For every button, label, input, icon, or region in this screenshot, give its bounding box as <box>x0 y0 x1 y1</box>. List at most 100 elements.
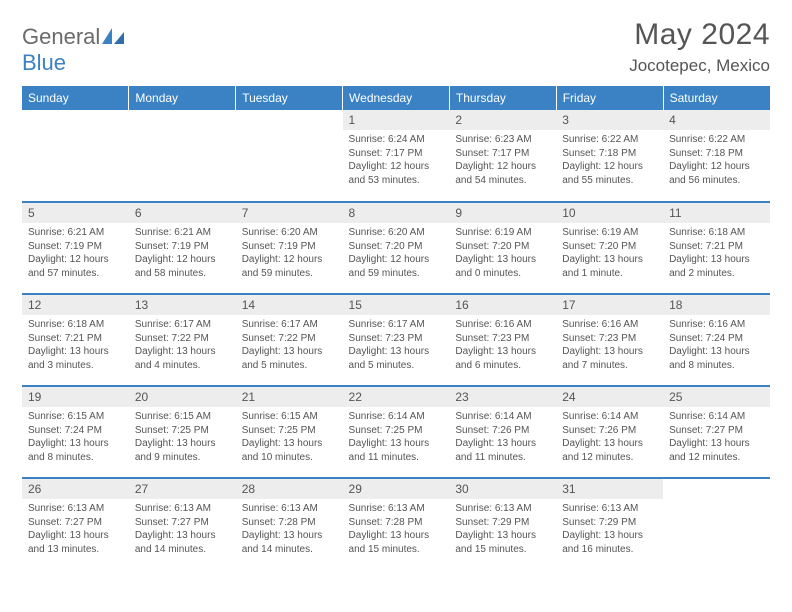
sunset-line: Sunset: 7:22 PM <box>135 333 209 344</box>
sunrise-line: Sunrise: 6:14 AM <box>455 411 531 422</box>
calendar-cell: 29Sunrise: 6:13 AMSunset: 7:28 PMDayligh… <box>343 478 450 570</box>
day-content: Sunrise: 6:14 AMSunset: 7:26 PMDaylight:… <box>449 407 556 466</box>
daylight-line: Daylight: 13 hours and 15 minutes. <box>455 530 536 555</box>
day-number: 24 <box>556 387 663 407</box>
daylight-line: Daylight: 13 hours and 6 minutes. <box>455 346 536 371</box>
daylight-line: Daylight: 13 hours and 9 minutes. <box>135 438 216 463</box>
day-number: 3 <box>556 110 663 130</box>
day-content: Sunrise: 6:13 AM Sunset: 7:27 PM Daylight:… <box>22 499 129 558</box>
calendar-row: 1Sunrise: 6:24 AMSunset: 7:17 PMDaylight… <box>22 110 770 202</box>
day-content: Sunrise: 6:20 AMSunset: 7:19 PMDaylight:… <box>236 223 343 282</box>
daylight-line: Daylight: 13 hours and 3 minutes. <box>28 346 109 371</box>
sunrise-line: Sunrise: 6:20 AM <box>349 227 425 238</box>
day-content: Sunrise: 6:13 AMSunset: 7:29 PMDaylight:… <box>449 499 556 558</box>
sunrise-line: Sunrise: 6:17 AM <box>349 319 425 330</box>
day-content: Sunrise: 6:23 AMSunset: 7:17 PMDaylight:… <box>449 130 556 189</box>
calendar-row: 19 Sunrise: 6:15 AM Sunset: 7:24 PM Dayligh… <box>22 386 770 478</box>
sunset-line: Sunset: 7:19 PM <box>242 241 316 252</box>
day-number: 10 <box>556 203 663 223</box>
sunset-line: Sunset: 7:21 PM <box>28 333 102 344</box>
daylight-line: Daylight: 13 hours and 15 minutes. <box>349 530 430 555</box>
daylight-line: Daylight: 12 hours and 59 minutes. <box>242 254 323 279</box>
sunset-line: Sunset: 7:20 PM <box>349 241 423 252</box>
day-content: Sunrise: 6:15 AMSunset: 7:24 PMDaylight:… <box>22 407 129 466</box>
logo-blue: Blue <box>22 50 66 75</box>
day-number: 2 <box>449 110 556 130</box>
daylight-line: Daylight: 13 hours and 2 minutes. <box>669 254 750 279</box>
day-number: 11 <box>663 203 770 223</box>
sunrise-line: Sunrise: 6:17 AM <box>135 319 211 330</box>
calendar-cell: 31Sunrise: 6:13 AMSunset: 7:29 PMDayligh… <box>556 478 663 570</box>
calendar-cell: 5Sunrise: 6:21 AMSunset: 7:19 PMDaylight… <box>22 202 129 294</box>
daylight-line: Daylight: 13 hours and 14 minutes. <box>242 530 323 555</box>
daylight-line: Daylight: 13 hours and 10 minutes. <box>242 438 323 463</box>
sunrise-line: Sunrise: 6:18 AM <box>669 227 745 238</box>
daylight-line: Daylight: 13 hours and 13 minutes. <box>28 530 109 555</box>
header: GeneralBlue May 2024 Jocotepec, Mexico <box>22 18 770 76</box>
calendar-cell <box>236 110 343 202</box>
day-content: Sunrise: 6:17 AMSunset: 7:23 PMDaylight:… <box>343 315 450 374</box>
day-header: Wednesday <box>343 86 450 110</box>
daylight-line: Daylight: 13 hours and 5 minutes. <box>349 346 430 371</box>
day-number: 29 <box>343 479 450 499</box>
calendar-cell: 16Sunrise: 6:16 AMSunset: 7:23 PMDayligh… <box>449 294 556 386</box>
sunrise-line: Sunrise: 6:19 AM <box>455 227 531 238</box>
sunset-line: Sunset: 7:27 PM <box>135 517 209 528</box>
day-content: Sunrise: 6:21 AMSunset: 7:19 PMDaylight:… <box>129 223 236 282</box>
calendar-row: 5Sunrise: 6:21 AMSunset: 7:19 PMDaylight… <box>22 202 770 294</box>
sunrise-line: Sunrise: 6:13 AM <box>135 503 211 514</box>
day-header-row: SundayMondayTuesdayWednesdayThursdayFrid… <box>22 86 770 110</box>
sunrise-line: Sunrise: 6:22 AM <box>562 134 638 145</box>
sunrise-line: Sunrise: 6:13 AM <box>349 503 425 514</box>
calendar-body: 1Sunrise: 6:24 AMSunset: 7:17 PMDaylight… <box>22 110 770 570</box>
day-number: 22 <box>343 387 450 407</box>
calendar-cell: 25Sunrise: 6:14 AMSunset: 7:27 PMDayligh… <box>663 386 770 478</box>
day-number: 19 <box>22 387 129 407</box>
sunset-line: Sunset: 7:24 PM <box>28 425 102 436</box>
calendar-cell: 6Sunrise: 6:21 AMSunset: 7:19 PMDaylight… <box>129 202 236 294</box>
calendar-cell: 20Sunrise: 6:15 AMSunset: 7:25 PMDayligh… <box>129 386 236 478</box>
sunrise-line: Sunrise: 6:21 AM <box>135 227 211 238</box>
calendar-table: SundayMondayTuesdayWednesdayThursdayFrid… <box>22 86 770 570</box>
day-number: 7 <box>236 203 343 223</box>
calendar-cell <box>129 110 236 202</box>
sunset-line: Sunset: 7:24 PM <box>669 333 743 344</box>
daylight-line: Daylight: 12 hours and 56 minutes. <box>669 161 750 186</box>
calendar-cell: 7Sunrise: 6:20 AMSunset: 7:19 PMDaylight… <box>236 202 343 294</box>
daylight-line: Daylight: 12 hours and 57 minutes. <box>28 254 109 279</box>
calendar-cell <box>663 478 770 570</box>
sunrise-line: Sunrise: 6:15 AM <box>28 411 104 422</box>
day-number: 15 <box>343 295 450 315</box>
sunrise-line: Sunrise: 6:13 AM <box>28 503 104 514</box>
day-content: Sunrise: 6:17 AMSunset: 7:22 PMDaylight:… <box>236 315 343 374</box>
sunset-line: Sunset: 7:25 PM <box>349 425 423 436</box>
calendar-row: 12Sunrise: 6:18 AMSunset: 7:21 PMDayligh… <box>22 294 770 386</box>
calendar-cell: 13Sunrise: 6:17 AMSunset: 7:22 PMDayligh… <box>129 294 236 386</box>
sunset-line: Sunset: 7:20 PM <box>455 241 529 252</box>
sunset-line: Sunset: 7:23 PM <box>562 333 636 344</box>
month-title: May 2024 <box>629 18 770 52</box>
sunrise-line: Sunrise: 6:14 AM <box>562 411 638 422</box>
day-content: Sunrise: 6:15 AMSunset: 7:25 PMDaylight:… <box>236 407 343 466</box>
day-number: 18 <box>663 295 770 315</box>
day-number: 31 <box>556 479 663 499</box>
sunrise-line: Sunrise: 6:14 AM <box>669 411 745 422</box>
sunset-line: Sunset: 7:27 PM <box>28 517 102 528</box>
logo: GeneralBlue <box>22 18 124 76</box>
day-header: Sunday <box>22 86 129 110</box>
sunset-line: Sunset: 7:19 PM <box>28 241 102 252</box>
day-content: Sunrise: 6:17 AMSunset: 7:22 PMDaylight:… <box>129 315 236 374</box>
daylight-line: Daylight: 13 hours and 14 minutes. <box>135 530 216 555</box>
calendar-cell: 10Sunrise: 6:19 AMSunset: 7:20 PMDayligh… <box>556 202 663 294</box>
day-content: Sunrise: 6:21 AMSunset: 7:19 PMDaylight:… <box>22 223 129 282</box>
day-content: Sunrise: 6:22 AMSunset: 7:18 PMDaylight:… <box>556 130 663 189</box>
calendar-page: GeneralBlue May 2024 Jocotepec, Mexico S… <box>0 0 792 580</box>
daylight-line: Daylight: 12 hours and 54 minutes. <box>455 161 536 186</box>
calendar-cell: 2Sunrise: 6:23 AMSunset: 7:17 PMDaylight… <box>449 110 556 202</box>
sunrise-line: Sunrise: 6:15 AM <box>135 411 211 422</box>
sunset-line: Sunset: 7:23 PM <box>455 333 529 344</box>
sunrise-line: Sunrise: 6:13 AM <box>455 503 531 514</box>
sunset-line: Sunset: 7:20 PM <box>562 241 636 252</box>
day-header: Tuesday <box>236 86 343 110</box>
sunset-line: Sunset: 7:17 PM <box>455 148 529 159</box>
